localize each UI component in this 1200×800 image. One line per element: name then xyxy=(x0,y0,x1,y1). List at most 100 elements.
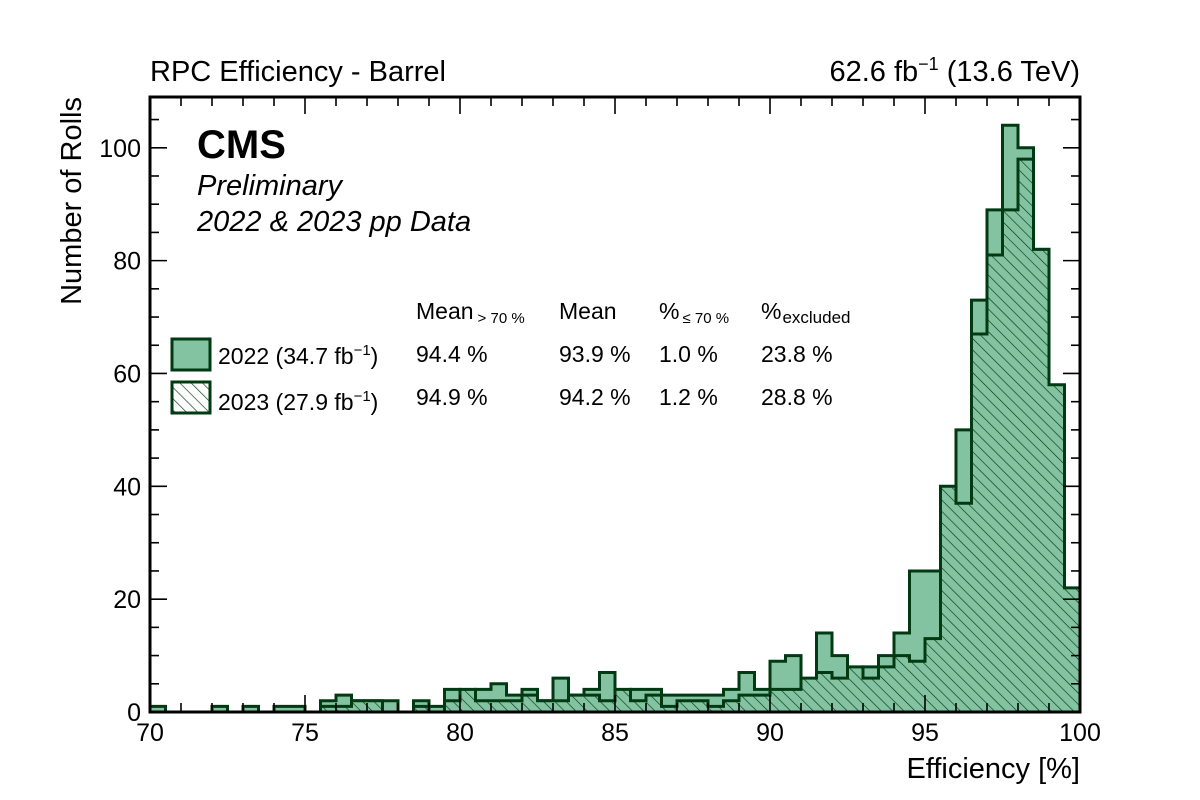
y-tick-label-20: 20 xyxy=(113,586,141,614)
bar-2022-6 xyxy=(243,706,259,712)
y-tick-label-40: 40 xyxy=(113,473,141,501)
bar-2023-17 xyxy=(413,706,430,712)
bar-2023-19 xyxy=(444,700,461,712)
bar-2023-33 xyxy=(661,706,678,712)
bar-2023-28 xyxy=(584,695,600,712)
stat-2023-pct-excluded: 28.8 % xyxy=(761,384,833,410)
x-axis-label: Efficiency [%] xyxy=(906,753,1080,785)
bar-2023-56 xyxy=(1018,159,1034,712)
outline-2023 xyxy=(150,157,1080,712)
legend-label-2023-exp: −1 xyxy=(354,388,371,405)
bar-2023-30 xyxy=(615,689,631,712)
x-tick-label-85: 85 xyxy=(601,719,629,747)
bar-2023-31 xyxy=(630,700,647,712)
bar-2023-20 xyxy=(460,689,476,712)
x-tick-label-70: 70 xyxy=(136,719,164,747)
legend-label-2023-suffix: ) xyxy=(371,389,379,415)
bar-2023-52 xyxy=(956,503,972,712)
bar-2023-59 xyxy=(1064,587,1080,712)
bar-2023-37 xyxy=(723,700,740,712)
legend: Mean > 70 % Mean % ≤ 70 % %excluded 2022 (… xyxy=(170,298,851,415)
bar-2023-50 xyxy=(925,638,941,712)
x-tick-label-80: 80 xyxy=(446,719,474,747)
dataset-label: 2022 & 2023 pp Data xyxy=(196,206,471,238)
legend-swatch-2023 xyxy=(170,380,212,415)
header-mean-gt70-sub: > 70 % xyxy=(478,310,525,327)
header-pct-le70-text: % xyxy=(659,298,679,324)
bar-2022-4 xyxy=(212,706,228,712)
legend-label-2022-prefix: 2022 (34.7 fb xyxy=(218,343,354,369)
stat-2023-pct-le70: 1.2 % xyxy=(659,384,718,410)
lumi-value: 62.6 fb xyxy=(829,56,918,88)
bar-2023-48 xyxy=(894,655,910,712)
y-tick-label-60: 60 xyxy=(113,360,141,388)
bar-2023-58 xyxy=(1049,384,1065,712)
bar-2023-34 xyxy=(677,700,693,712)
bar-2022-0 xyxy=(150,706,166,712)
chart-title-right: 62.6 fb−1 (13.6 TeV) xyxy=(829,54,1080,88)
bar-2023-60 xyxy=(1080,701,1096,712)
legend-swatch-2022 xyxy=(170,337,212,372)
header-pct-excluded-text: % xyxy=(761,298,781,324)
bar-2023-57 xyxy=(1033,249,1050,712)
x-tick-label-90: 90 xyxy=(756,719,784,747)
lumi-exponent: −1 xyxy=(918,54,939,74)
header-mean-gt70: Mean > 70 % xyxy=(416,298,525,327)
stat-2023-mean-gt70: 94.9 % xyxy=(416,384,488,410)
bar-2023-29 xyxy=(599,700,616,712)
bar-2023-21 xyxy=(475,700,492,712)
bar-2023-51 xyxy=(940,486,957,712)
bar-2023-47 xyxy=(878,666,895,712)
bar-2023-49 xyxy=(909,661,926,712)
bar-2023-27 xyxy=(568,695,585,712)
histogram-bars xyxy=(150,123,1096,712)
y-axis-label: Number of Rolls xyxy=(56,97,88,305)
stat-2022-pct-excluded: 23.8 % xyxy=(761,341,833,367)
series-2023 xyxy=(150,157,1096,712)
y-tick-label-0: 0 xyxy=(127,699,141,727)
status-label: Preliminary xyxy=(197,170,344,202)
bar-2023-14 xyxy=(367,700,383,712)
bar-2023-46 xyxy=(863,678,879,712)
bar-2023-36 xyxy=(708,706,724,712)
bar-2022-18 xyxy=(429,706,445,712)
bar-2023-38 xyxy=(739,695,755,712)
bar-2023-25 xyxy=(537,700,554,712)
y-tick-label-100: 100 xyxy=(99,135,141,163)
bar-2023-12 xyxy=(336,706,352,712)
bar-2023-55 xyxy=(1002,209,1019,712)
bar-2023-42 xyxy=(801,678,817,712)
legend-label-2023: 2023 (27.9 fb−1) xyxy=(218,388,378,415)
chart-title-left: RPC Efficiency - Barrel xyxy=(150,56,446,88)
bar-2022-60 xyxy=(1080,701,1096,712)
legend-label-2022-suffix: ) xyxy=(371,343,379,369)
header-mean: Mean xyxy=(559,298,617,324)
bar-2023-44 xyxy=(832,678,848,712)
bar-2023-26 xyxy=(553,700,569,712)
bar-2023-11 xyxy=(320,706,337,712)
bar-2022-9 xyxy=(289,706,306,712)
header-mean-gt70-text: Mean xyxy=(416,298,474,324)
stat-2022-pct-le70: 1.0 % xyxy=(659,341,718,367)
x-tick-label-100: 100 xyxy=(1059,719,1101,747)
bar-2023-35 xyxy=(692,700,709,712)
y-tick-label-80: 80 xyxy=(113,248,141,276)
bar-2023-40 xyxy=(770,689,786,712)
bar-2023-23 xyxy=(506,700,523,712)
bar-2023-39 xyxy=(754,695,771,712)
bar-2023-53 xyxy=(971,333,988,712)
x-tick-label-75: 75 xyxy=(291,719,319,747)
header-pct-excluded-sub: excluded xyxy=(782,308,850,327)
legend-label-2022-exp: −1 xyxy=(354,342,371,359)
header-pct-le70: % ≤ 70 % xyxy=(659,298,729,327)
bar-2023-32 xyxy=(646,695,662,712)
x-tick-label-95: 95 xyxy=(911,719,939,747)
bar-2023-24 xyxy=(522,695,538,712)
bar-2023-22 xyxy=(491,700,507,712)
bar-2023-54 xyxy=(987,254,1003,712)
bar-2022-15 xyxy=(382,700,399,712)
stat-2023-mean: 94.2 % xyxy=(559,384,631,410)
header-pct-le70-sub: ≤ 70 % xyxy=(682,310,729,327)
experiment-label: CMS xyxy=(197,123,286,167)
